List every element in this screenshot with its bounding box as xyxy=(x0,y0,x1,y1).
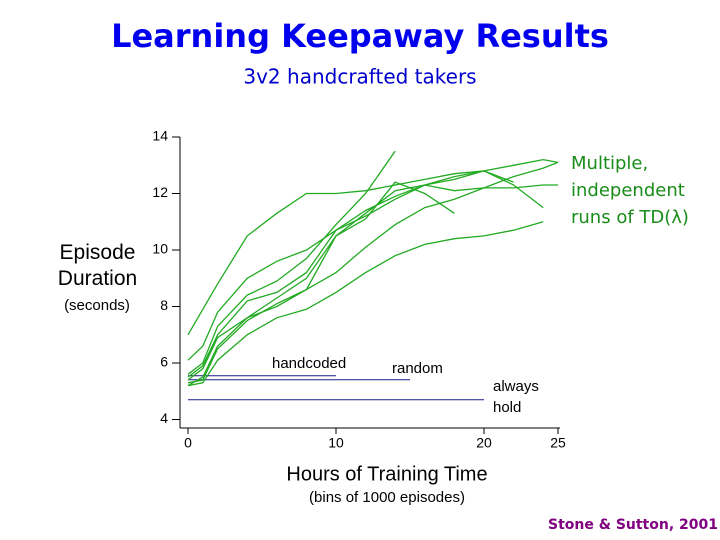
reference-label: random xyxy=(392,360,443,377)
series-line xyxy=(187,158,559,336)
series-line xyxy=(187,161,559,387)
chart-title: Learning Keepaway Results xyxy=(111,17,609,55)
credit: Stone & Sutton, 2001 xyxy=(548,517,718,533)
series-line xyxy=(187,150,396,375)
x-tick-label: 20 xyxy=(476,435,492,451)
y-tick-label: 14 xyxy=(152,128,168,144)
series-line xyxy=(187,221,544,387)
y-axis-sublabel: (seconds) xyxy=(64,297,130,314)
chart-subtitle: 3v2 handcrafted takers xyxy=(243,65,476,89)
x-tick-label: 0 xyxy=(184,435,192,451)
x-tick-label: 10 xyxy=(328,435,344,451)
x-tick-label: 25 xyxy=(550,435,566,451)
reference-label: handcoded xyxy=(272,355,347,372)
y-axis-label: Episode Duration xyxy=(57,241,138,290)
series-line xyxy=(187,184,558,384)
x-axis-label: Hours of Training Time xyxy=(286,463,487,485)
series-line xyxy=(187,170,544,361)
series-line xyxy=(187,181,455,381)
y-tick-label: 6 xyxy=(160,354,168,370)
y-tick-label: 10 xyxy=(152,241,168,257)
x-axis-sublabel: (bins of 1000 episodes) xyxy=(309,489,465,506)
y-tick-label: 12 xyxy=(152,184,168,200)
series-line xyxy=(187,170,514,378)
y-tick-label: 8 xyxy=(160,297,168,313)
reference-label: always hold xyxy=(493,378,539,416)
annotation: Multiple, independent runs of TD(λ) xyxy=(571,153,689,228)
y-tick-label: 4 xyxy=(160,410,168,426)
